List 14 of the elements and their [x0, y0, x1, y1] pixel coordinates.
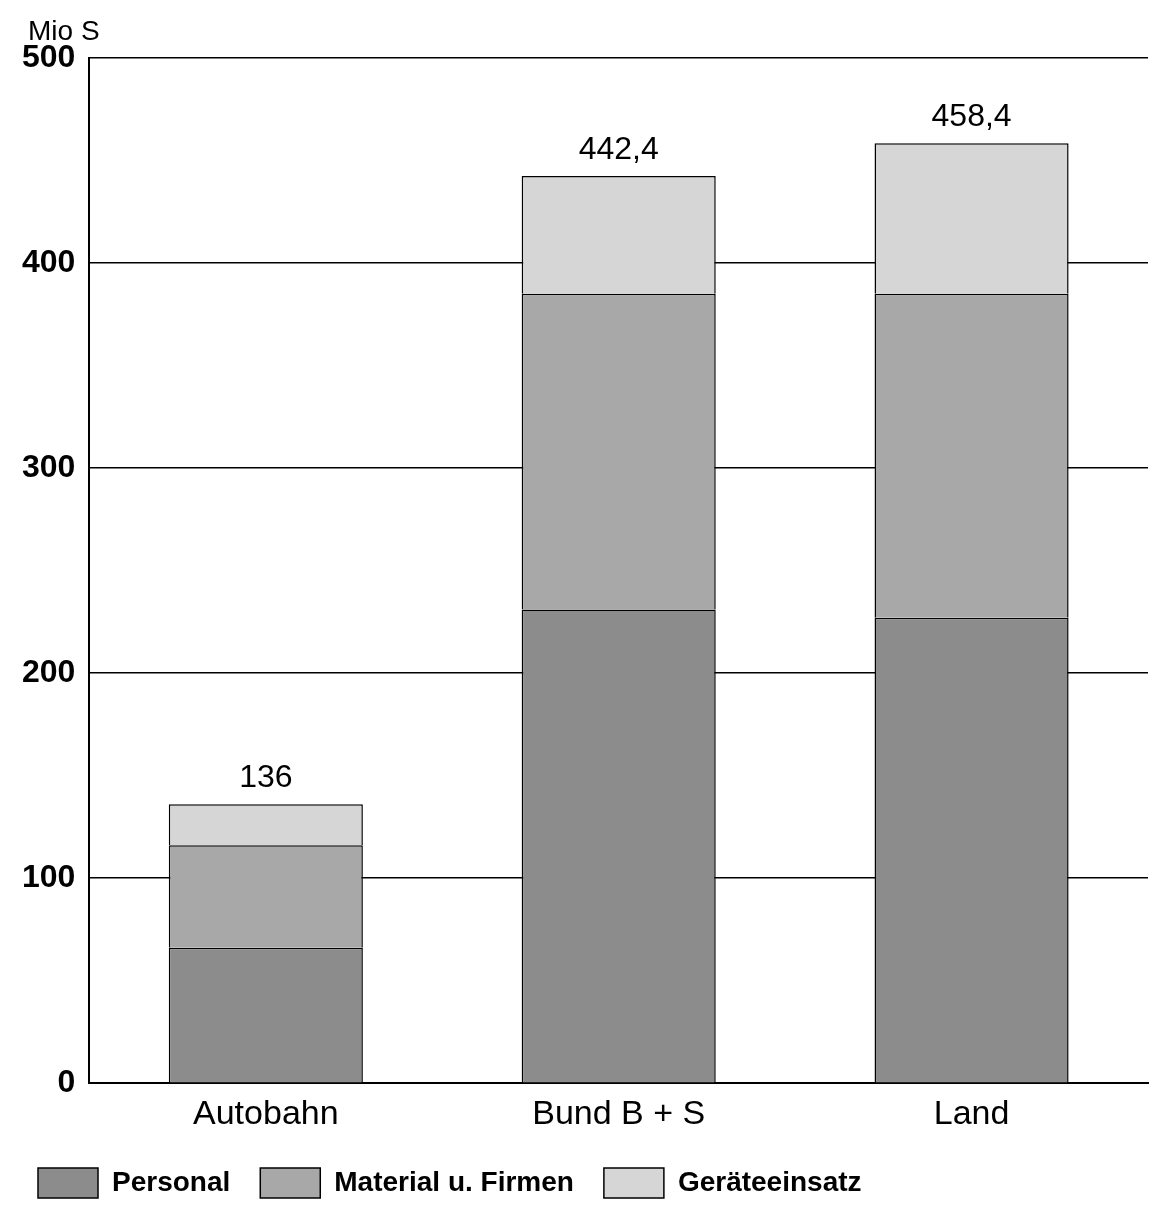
x-tick-label: Land	[933, 1092, 1010, 1131]
legend-label: Geräteeinsatz	[677, 1165, 862, 1197]
y-tick-label: 0	[57, 1063, 76, 1100]
y-tick-label: 300	[22, 447, 76, 484]
total-label: 136	[239, 758, 293, 795]
x-tick-label: Autobahn	[193, 1092, 339, 1131]
legend-label: Personal	[112, 1165, 231, 1197]
x-tick-label: Bund B + S	[532, 1092, 706, 1131]
y-tick-label: 200	[22, 652, 76, 689]
total-label: 442,4	[578, 129, 659, 166]
y-tick-label: 400	[22, 242, 76, 279]
y-tick-label: 100	[22, 857, 76, 894]
total-label: 458,4	[931, 97, 1012, 134]
legend-label: Material u. Firmen	[334, 1165, 574, 1197]
